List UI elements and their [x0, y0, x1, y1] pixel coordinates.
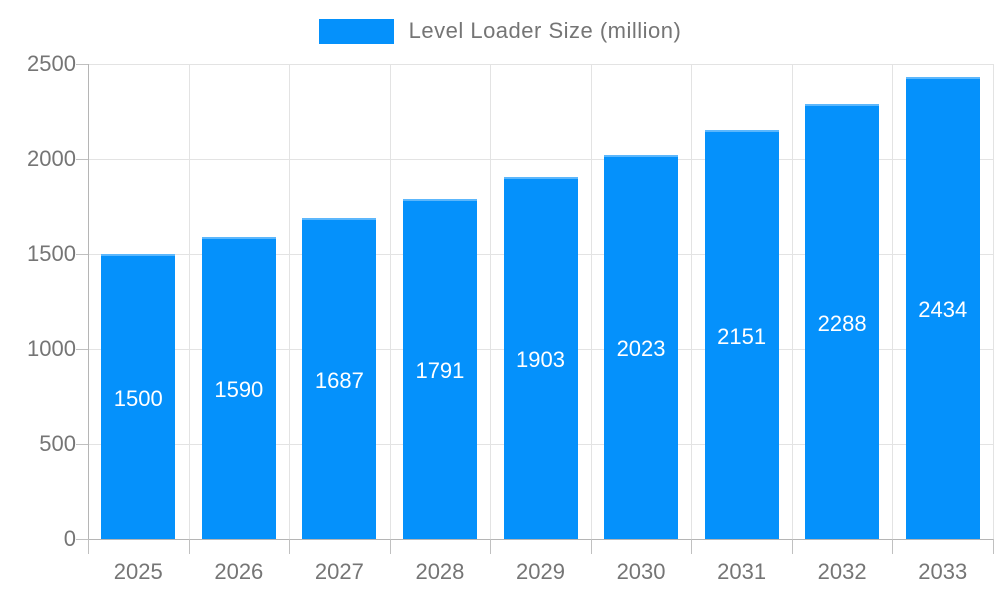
- bar-2026: 1590: [201, 236, 276, 539]
- bar-value-label: 2151: [717, 323, 767, 349]
- v-gridline: [289, 64, 291, 539]
- x-tick-mark: [892, 539, 894, 554]
- x-axis-tick-label: 2031: [717, 559, 767, 584]
- bar-value-label: 1791: [415, 357, 465, 383]
- bar-2032: 2288: [805, 104, 880, 539]
- y-tick-mark: [76, 539, 88, 540]
- y-tick-mark: [76, 444, 88, 445]
- bar-value-label: 1500: [113, 385, 163, 411]
- y-axis-tick-label: 1000: [27, 336, 76, 361]
- y-axis-extension: [88, 539, 89, 554]
- bar-2030: 2023: [604, 154, 679, 539]
- x-axis-tick-label: 2026: [214, 559, 264, 584]
- v-gridline: [892, 64, 894, 539]
- v-gridline: [791, 64, 793, 539]
- bar-value-label: 2023: [616, 335, 666, 361]
- y-axis-tick-label: 0: [63, 526, 76, 551]
- y-tick-mark: [76, 159, 88, 160]
- bar-value-label: 2434: [918, 296, 968, 322]
- v-gridline: [188, 64, 190, 539]
- x-axis-tick-label: 2025: [113, 559, 163, 584]
- bar-value-label: 1590: [214, 376, 264, 402]
- x-axis-tick-label: 2028: [415, 559, 465, 584]
- h-gridline: [88, 539, 993, 540]
- legend-swatch-icon: [318, 18, 394, 44]
- bar-2033: 2434: [905, 76, 980, 539]
- x-axis-tick-label: 2030: [616, 559, 666, 584]
- legend-label: Level Loader Size (million): [408, 18, 682, 43]
- bar-2029: 1903: [503, 177, 578, 539]
- x-tick-mark: [993, 539, 994, 554]
- x-tick-mark: [490, 539, 492, 554]
- x-axis-tick-label: 2032: [817, 559, 867, 584]
- chart-legend: Level Loader Size (million): [0, 14, 1000, 48]
- v-gridline: [490, 64, 492, 539]
- x-tick-mark: [289, 539, 291, 554]
- y-tick-mark: [76, 254, 88, 255]
- y-axis-tick-label: 2500: [27, 51, 76, 76]
- y-axis-tick-label: 500: [39, 431, 76, 456]
- plot-area: 1500 1590 1687 1791 1903 2023 2151 2288 2434: [88, 64, 994, 540]
- y-axis-tick-label: 1500: [27, 241, 76, 266]
- x-tick-mark: [691, 539, 693, 554]
- x-axis-tick-label: 2027: [314, 559, 364, 584]
- bar-2027: 1687: [302, 218, 377, 539]
- x-axis-tick-label: 2029: [516, 559, 565, 584]
- x-tick-mark: [590, 539, 592, 554]
- bar-value-label: 1687: [314, 367, 364, 393]
- v-gridline: [993, 64, 994, 539]
- v-gridline: [590, 64, 592, 539]
- v-gridline: [691, 64, 693, 539]
- v-gridline: [88, 64, 89, 539]
- bar-2031: 2151: [704, 130, 779, 539]
- bar-value-label: 2288: [817, 310, 867, 336]
- h-gridline: [88, 159, 993, 160]
- y-tick-mark: [76, 64, 88, 65]
- bar-value-label: 1903: [516, 347, 565, 373]
- y-tick-mark: [76, 349, 88, 350]
- bar-2028: 1791: [402, 198, 477, 539]
- h-gridline: [88, 64, 993, 65]
- y-axis-tick-label: 2000: [27, 146, 76, 171]
- x-tick-mark: [389, 539, 391, 554]
- bar-2025: 1500: [101, 254, 176, 539]
- x-tick-mark: [791, 539, 793, 554]
- v-gridline: [389, 64, 391, 539]
- x-tick-mark: [188, 539, 190, 554]
- x-axis-tick-label: 2033: [918, 559, 968, 584]
